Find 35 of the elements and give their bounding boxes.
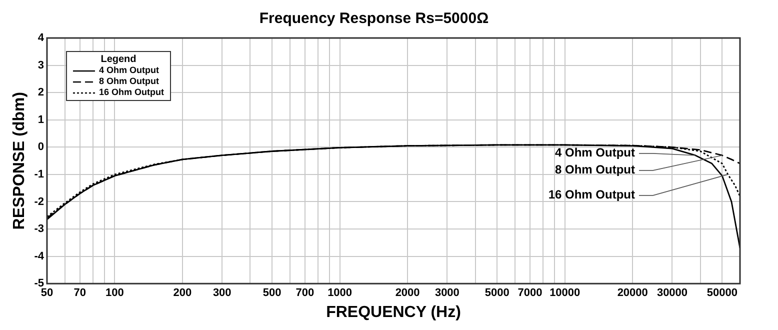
y-axis-title: RESPONSE (dbm) — [11, 92, 28, 230]
x-tick-label: 10000 — [550, 287, 580, 300]
chart-title: Frequency Response Rs=5000Ω — [259, 10, 489, 28]
legend-title: Legend — [100, 54, 138, 65]
y-tick-label: -4 — [34, 250, 45, 262]
x-tick-label: 3000 — [434, 287, 460, 300]
annotation: 4 Ohm Output — [555, 146, 635, 160]
x-tick-label: 20000 — [617, 287, 648, 300]
y-tick-label: 1 — [38, 114, 44, 126]
annotation: 16 Ohm Output — [548, 188, 635, 202]
y-tick-label: -1 — [34, 168, 44, 180]
legend-label: 8 Ohm Output — [99, 76, 159, 87]
x-tick-label: 500 — [262, 287, 282, 300]
x-tick-label: 2000 — [395, 287, 420, 300]
x-tick-label: 7000 — [518, 287, 542, 300]
y-tick-label: 0 — [38, 141, 44, 154]
legend-label: 16 Ohm Output — [99, 87, 164, 98]
x-tick-label: 5000 — [484, 287, 510, 300]
y-tick-label: -2 — [34, 196, 44, 208]
x-tick-label: 700 — [296, 287, 314, 300]
x-axis-title: FREQUENCY (Hz) — [326, 304, 461, 321]
x-tick-label: 70 — [74, 287, 86, 300]
y-tick-label: 2 — [38, 86, 44, 99]
x-tick-label: 50 — [40, 287, 54, 300]
x-tick-label: 30000 — [656, 287, 688, 300]
y-tick-label: 4 — [38, 32, 45, 44]
y-tick-label: -3 — [34, 223, 44, 236]
x-tick-label: 100 — [106, 287, 124, 300]
x-tick-label: 50000 — [706, 287, 738, 300]
x-tick-label: 200 — [173, 287, 192, 300]
x-tick-label: 1000 — [328, 287, 352, 300]
x-tick-label: 300 — [212, 287, 232, 300]
legend-label: 4 Ohm Output — [99, 65, 159, 76]
annotation: 8 Ohm Output — [555, 162, 635, 177]
y-tick-label: 3 — [38, 59, 44, 72]
